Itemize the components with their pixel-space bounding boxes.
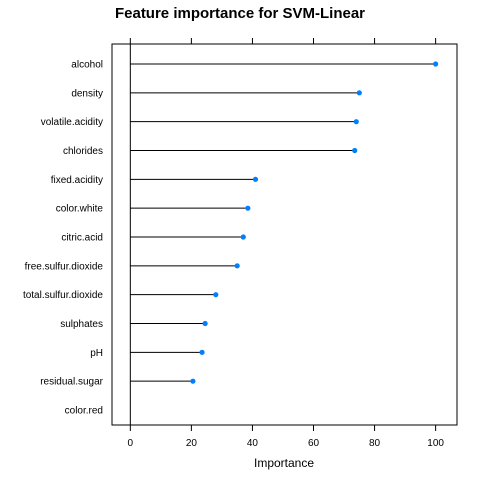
data-point (356, 90, 362, 96)
data-point (234, 263, 240, 269)
x-axis-label: Importance (254, 456, 314, 470)
x-tick-label: 0 (128, 438, 134, 449)
y-tick-label: citric.acid (61, 233, 103, 244)
data-point (252, 176, 259, 182)
y-tick-label: residual.sugar (40, 377, 103, 388)
data-point (190, 378, 196, 384)
y-tick-label: density (71, 88, 103, 99)
y-tick-label: color.red (65, 406, 103, 417)
x-tick-label: 80 (369, 438, 381, 449)
y-tick-label: volatile.acidity (41, 117, 103, 128)
data-point (433, 61, 439, 67)
y-tick-label: pH (90, 348, 103, 359)
data-point (240, 234, 246, 240)
y-axis-labels: alcohol density volatile.acidity chlorides f… (23, 60, 104, 417)
x-tick-label: 60 (308, 438, 320, 449)
chart-title: Feature importance for SVM-Linear (115, 5, 365, 22)
y-tick-label: fixed.acidity (51, 175, 103, 186)
data-point (245, 205, 251, 211)
plot-frame (111, 43, 458, 426)
points (190, 61, 439, 384)
data-point (199, 349, 205, 355)
data-point (352, 147, 358, 154)
y-tick-label: color.white (56, 204, 104, 215)
data-point (213, 292, 219, 298)
x-tick-label: 20 (186, 438, 198, 449)
y-tick-label: sulphates (60, 319, 103, 330)
data-point (202, 320, 208, 327)
y-tick-label: total.sulfur.dioxide (23, 290, 103, 301)
x-tick-label: 40 (247, 438, 259, 449)
x-axis-ticks: 0 20 40 60 80 100 (128, 38, 444, 449)
y-tick-label: free.sulfur.dioxide (25, 261, 104, 272)
y-tick-label: alcohol (71, 60, 103, 71)
data-point (353, 119, 359, 125)
y-tick-label: chlorides (63, 146, 103, 157)
stems (130, 63, 436, 382)
x-tick-label: 100 (427, 438, 444, 449)
